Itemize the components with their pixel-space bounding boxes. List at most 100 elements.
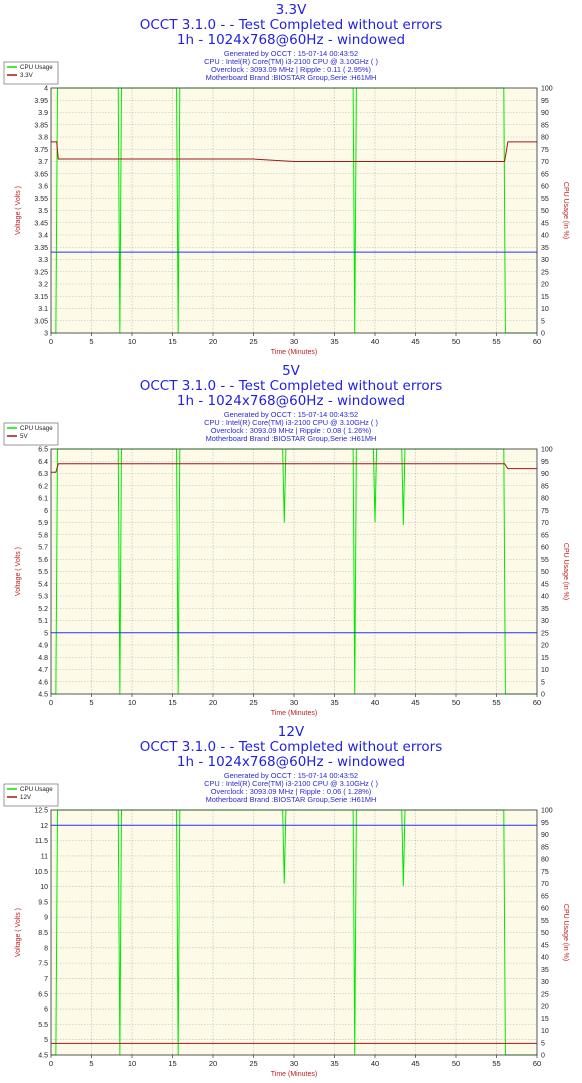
y2-tick-label: 25	[541, 991, 549, 998]
y2-tick-label: 95	[541, 98, 549, 105]
y2-axis-label: CPU Usage (in %)	[562, 904, 569, 961]
y2-tick-label: 90	[541, 110, 549, 117]
info-overclock: Overclock : 3093.09 MHz | Ripple : 0.06 …	[210, 787, 372, 796]
y2-tick-label: 30	[541, 979, 549, 986]
y2-tick-label: 30	[541, 257, 549, 264]
x-tick-label: 15	[168, 698, 176, 707]
y-tick-label: 7	[44, 976, 48, 983]
y-tick-label: 7.5	[38, 961, 48, 968]
x-tick-label: 35	[330, 1059, 338, 1068]
info-generated: Generated by OCCT : 15-07-14 00:43:52	[223, 410, 359, 419]
y-tick-label: 3.25	[34, 269, 48, 276]
rail-title: 12V	[277, 724, 305, 740]
x-tick-label: 10	[128, 337, 136, 346]
x-tick-label: 45	[411, 698, 419, 707]
x-tick-label: 30	[290, 337, 298, 346]
y2-tick-label: 10	[541, 306, 549, 313]
y2-tick-label: 75	[541, 147, 549, 154]
y2-tick-label: 50	[541, 930, 549, 937]
y-tick-label: 12.5	[34, 808, 48, 815]
x-tick-label: 25	[249, 698, 257, 707]
y2-tick-label: 55	[541, 918, 549, 925]
series-voltage	[51, 141, 537, 162]
y-tick-label: 3.7	[38, 159, 48, 166]
y-tick-label: 5.9	[38, 520, 48, 527]
x-axis-label: Time (Minutes)	[271, 710, 317, 717]
chart-resolution: 1h - 1024x768@60Hz - windowed	[176, 32, 406, 48]
legend-box	[3, 61, 59, 85]
info-overclock: Overclock : 3093.09 MHz | Ripple : 0.11 …	[211, 65, 371, 74]
y-tick-label: 5.4	[38, 581, 48, 588]
chart-3v3: 0 5 10 15 20 25 30 35 40 45 50 55 6043.953.93.853.83…	[3, 61, 569, 356]
y2-tick-label: 80	[541, 135, 549, 142]
y-tick-label: 5.5	[38, 569, 48, 576]
rail-title: 3.3V	[275, 2, 307, 18]
y-tick-label: 5.6	[38, 557, 48, 564]
x-tick-label: 0	[49, 698, 53, 707]
legend-box	[3, 422, 59, 446]
y2-tick-label: 0	[541, 1053, 545, 1060]
y2-tick-label: 10	[541, 667, 549, 674]
info-generated: Generated by OCCT : 15-07-14 00:43:52	[223, 771, 359, 780]
y2-tick-label: 100	[541, 808, 553, 815]
y2-tick-label: 85	[541, 122, 549, 129]
x-tick-label: 20	[209, 337, 217, 346]
y-tick-label: 5.7	[38, 545, 48, 552]
y2-tick-label: 75	[541, 869, 549, 876]
y2-tick-label: 50	[541, 569, 549, 576]
y2-tick-label: 15	[541, 1016, 549, 1023]
y-tick-label: 11	[41, 853, 48, 860]
y-tick-label: 3.15	[34, 294, 48, 301]
y-tick-label: 3.1	[38, 306, 48, 313]
y-tick-label: 5.5	[38, 1022, 48, 1029]
y2-tick-label: 90	[541, 471, 549, 478]
y-tick-label: 4.5	[38, 1053, 48, 1060]
y-tick-label: 6.1	[38, 496, 48, 503]
chart-header: OCCT 3.1.0 - - Test Completed without er…	[139, 739, 443, 755]
legend-label: 3.3V	[20, 72, 34, 79]
y-tick-label: 6	[44, 1007, 48, 1014]
y-tick-label: 9	[44, 915, 48, 922]
y-tick-label: 3.65	[34, 171, 48, 178]
info-motherboard: Motherboard Brand :BIOSTAR Group,Serie :…	[205, 73, 377, 82]
y-tick-label: 6	[44, 508, 48, 515]
x-tick-label: 35	[330, 698, 338, 707]
y-tick-label: 3.35	[34, 245, 48, 252]
y2-tick-label: 35	[541, 967, 549, 974]
chart-panel-3v3: 0 5 10 15 20 25 30 35 40 45 50 55 60 4 3.95 3.9 3.85 3.8 3…	[0, 0, 582, 361]
chart-12v: 0 5 10 15 20 25 30 35 40 45 50 55 6012.51211.51110.5…	[3, 783, 569, 1078]
y2-tick-label: 85	[541, 844, 549, 851]
x-tick-label: 20	[209, 1059, 217, 1068]
y-tick-label: 3.5	[38, 208, 48, 215]
y-tick-label: 10	[40, 884, 48, 891]
chart-resolution: 1h - 1024x768@60Hz - windowed	[176, 754, 406, 770]
y2-tick-label: 55	[541, 196, 549, 203]
x-tick-label: 60	[533, 1059, 541, 1068]
legend-label: CPU Usage	[20, 64, 53, 71]
y-tick-label: 3.9	[38, 110, 48, 117]
x-tick-label: 0	[49, 337, 53, 346]
x-tick-label: 5	[89, 698, 93, 707]
x-tick-label: 40	[371, 698, 379, 707]
y2-tick-label: 95	[541, 820, 549, 827]
y2-tick-label: 5	[541, 679, 545, 686]
y2-tick-label: 35	[541, 245, 549, 252]
y-tick-label: 9.5	[38, 899, 48, 906]
y2-tick-label: 25	[541, 269, 549, 276]
y-tick-label: 6.5	[38, 991, 48, 998]
y2-tick-label: 70	[541, 881, 549, 888]
y2-tick-label: 5	[541, 1040, 545, 1047]
y-tick-label: 5.2	[38, 606, 48, 613]
y2-tick-label: 70	[541, 159, 549, 166]
x-tick-label: 35	[330, 337, 338, 346]
x-tick-label: 0	[49, 1059, 53, 1068]
y-tick-label: 5	[44, 630, 48, 637]
y2-tick-label: 40	[541, 233, 549, 240]
x-tick-label: 20	[209, 698, 217, 707]
y-tick-label: 4	[44, 86, 48, 93]
x-tick-label: 40	[371, 337, 379, 346]
y-tick-label: 4.7	[38, 667, 48, 674]
y2-tick-label: 10	[541, 1028, 549, 1035]
x-tick-label: 30	[290, 1059, 298, 1068]
y2-tick-label: 30	[541, 618, 549, 625]
